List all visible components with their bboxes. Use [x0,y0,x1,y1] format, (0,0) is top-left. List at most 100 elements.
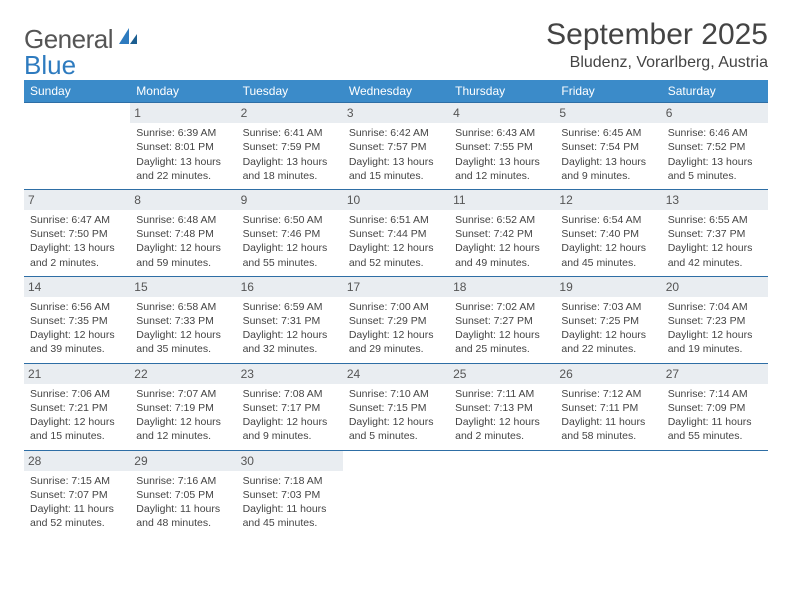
day-number: 18 [449,277,555,297]
sunset-text: Sunset: 7:52 PM [668,140,762,154]
sunrise-text: Sunrise: 7:18 AM [243,474,337,488]
day-number: 9 [237,190,343,210]
day-number: 22 [130,364,236,384]
day-number: 6 [662,103,768,123]
daylight-text: Daylight: 12 hours and 9 minutes. [243,415,337,443]
sunrise-text: Sunrise: 6:43 AM [455,126,549,140]
logo-word-2: Blue [24,50,76,81]
daylight-text: Daylight: 12 hours and 59 minutes. [136,241,230,269]
sunrise-text: Sunrise: 6:39 AM [136,126,230,140]
daylight-text: Daylight: 11 hours and 55 minutes. [668,415,762,443]
sunset-text: Sunset: 7:54 PM [561,140,655,154]
sunset-text: Sunset: 7:35 PM [30,314,124,328]
daylight-text: Daylight: 12 hours and 45 minutes. [561,241,655,269]
daylight-text: Daylight: 11 hours and 48 minutes. [136,502,230,530]
day-cell-1: 1Sunrise: 6:39 AMSunset: 8:01 PMDaylight… [130,103,236,190]
day-header-monday: Monday [130,80,236,103]
daylight-text: Daylight: 13 hours and 18 minutes. [243,155,337,183]
title-block: September 2025 Bludenz, Vorarlberg, Aust… [546,18,768,72]
sunset-text: Sunset: 7:15 PM [349,401,443,415]
sunset-text: Sunset: 7:55 PM [455,140,549,154]
day-header-row: SundayMondayTuesdayWednesdayThursdayFrid… [24,80,768,103]
calendar-page: General September 2025 Bludenz, Vorarlbe… [0,0,792,612]
day-header-wednesday: Wednesday [343,80,449,103]
day-cell-4: 4 Sunrise: 6:43 AMSunset: 7:55 PMDaylight… [449,103,555,190]
day-cell-2: 2Sunrise: 6:41 AMSunset: 7:59 PMDaylight… [237,103,343,190]
day-number: 27 [662,364,768,384]
sunrise-text: Sunrise: 6:54 AM [561,213,655,227]
day-number: 26 [555,364,661,384]
sunset-text: Sunset: 7:27 PM [455,314,549,328]
daylight-text: Daylight: 12 hours and 35 minutes. [136,328,230,356]
day-number: 21 [24,364,130,384]
daylight-text: Daylight: 12 hours and 52 minutes. [349,241,443,269]
daylight-text: Daylight: 11 hours and 52 minutes. [30,502,124,530]
sunset-text: Sunset: 8:01 PM [136,140,230,154]
empty-cell [555,450,661,536]
calendar-grid: SundayMondayTuesdayWednesdayThursdayFrid… [24,80,768,536]
sunrise-text: Sunrise: 6:41 AM [243,126,337,140]
day-number: 5 [555,103,661,123]
daylight-text: Daylight: 12 hours and 19 minutes. [668,328,762,356]
day-cell-30: 30Sunrise: 7:18 AMSunset: 7:03 PMDayligh… [237,450,343,536]
empty-cell [662,450,768,536]
sunset-text: Sunset: 7:42 PM [455,227,549,241]
day-number: 24 [343,364,449,384]
sunset-text: Sunset: 7:21 PM [30,401,124,415]
sunrise-text: Sunrise: 7:15 AM [30,474,124,488]
day-header-sunday: Sunday [24,80,130,103]
day-number: 30 [237,451,343,471]
day-cell-16: 16Sunrise: 6:59 AMSunset: 7:31 PMDayligh… [237,276,343,363]
day-cell-25: 25Sunrise: 7:11 AMSunset: 7:13 PMDayligh… [449,363,555,450]
day-number: 14 [24,277,130,297]
sunset-text: Sunset: 7:40 PM [561,227,655,241]
day-header-tuesday: Tuesday [237,80,343,103]
day-number: 10 [343,190,449,210]
daylight-text: Daylight: 12 hours and 32 minutes. [243,328,337,356]
day-number: 8 [130,190,236,210]
day-cell-13: 13Sunrise: 6:55 AMSunset: 7:37 PMDayligh… [662,189,768,276]
calendar-body: 1Sunrise: 6:39 AMSunset: 8:01 PMDaylight… [24,103,768,537]
day-number: 19 [555,277,661,297]
day-cell-20: 20Sunrise: 7:04 AMSunset: 7:23 PMDayligh… [662,276,768,363]
day-header-thursday: Thursday [449,80,555,103]
day-number: 12 [555,190,661,210]
sunset-text: Sunset: 7:03 PM [243,488,337,502]
sunrise-text: Sunrise: 7:16 AM [136,474,230,488]
sunset-text: Sunset: 7:13 PM [455,401,549,415]
daylight-text: Daylight: 13 hours and 9 minutes. [561,155,655,183]
day-cell-10: 10Sunrise: 6:51 AMSunset: 7:44 PMDayligh… [343,189,449,276]
sunrise-text: Sunrise: 7:08 AM [243,387,337,401]
sunrise-text: Sunrise: 7:04 AM [668,300,762,314]
daylight-text: Daylight: 12 hours and 5 minutes. [349,415,443,443]
day-cell-6: 6Sunrise: 6:46 AMSunset: 7:52 PMDaylight… [662,103,768,190]
empty-cell [24,103,130,190]
daylight-text: Daylight: 12 hours and 29 minutes. [349,328,443,356]
daylight-text: Daylight: 13 hours and 22 minutes. [136,155,230,183]
daylight-text: Daylight: 13 hours and 15 minutes. [349,155,443,183]
day-number: 23 [237,364,343,384]
day-number: 4 [449,103,555,123]
sunrise-text: Sunrise: 6:50 AM [243,213,337,227]
day-number: 29 [130,451,236,471]
sunrise-text: Sunrise: 6:59 AM [243,300,337,314]
day-cell-17: 17Sunrise: 7:00 AMSunset: 7:29 PMDayligh… [343,276,449,363]
sunrise-text: Sunrise: 6:47 AM [30,213,124,227]
sunset-text: Sunset: 7:46 PM [243,227,337,241]
daylight-text: Daylight: 13 hours and 5 minutes. [668,155,762,183]
day-number: 25 [449,364,555,384]
day-header-friday: Friday [555,80,661,103]
sunrise-text: Sunrise: 6:58 AM [136,300,230,314]
sunrise-text: Sunrise: 6:45 AM [561,126,655,140]
header: General September 2025 Bludenz, Vorarlbe… [24,18,768,72]
sunset-text: Sunset: 7:07 PM [30,488,124,502]
sunrise-text: Sunrise: 7:02 AM [455,300,549,314]
sunset-text: Sunset: 7:59 PM [243,140,337,154]
month-title: September 2025 [546,18,768,52]
daylight-text: Daylight: 12 hours and 22 minutes. [561,328,655,356]
sunset-text: Sunset: 7:57 PM [349,140,443,154]
day-cell-9: 9Sunrise: 6:50 AMSunset: 7:46 PMDaylight… [237,189,343,276]
sunrise-text: Sunrise: 7:00 AM [349,300,443,314]
daylight-text: Daylight: 13 hours and 12 minutes. [455,155,549,183]
day-cell-21: 21Sunrise: 7:06 AMSunset: 7:21 PMDayligh… [24,363,130,450]
